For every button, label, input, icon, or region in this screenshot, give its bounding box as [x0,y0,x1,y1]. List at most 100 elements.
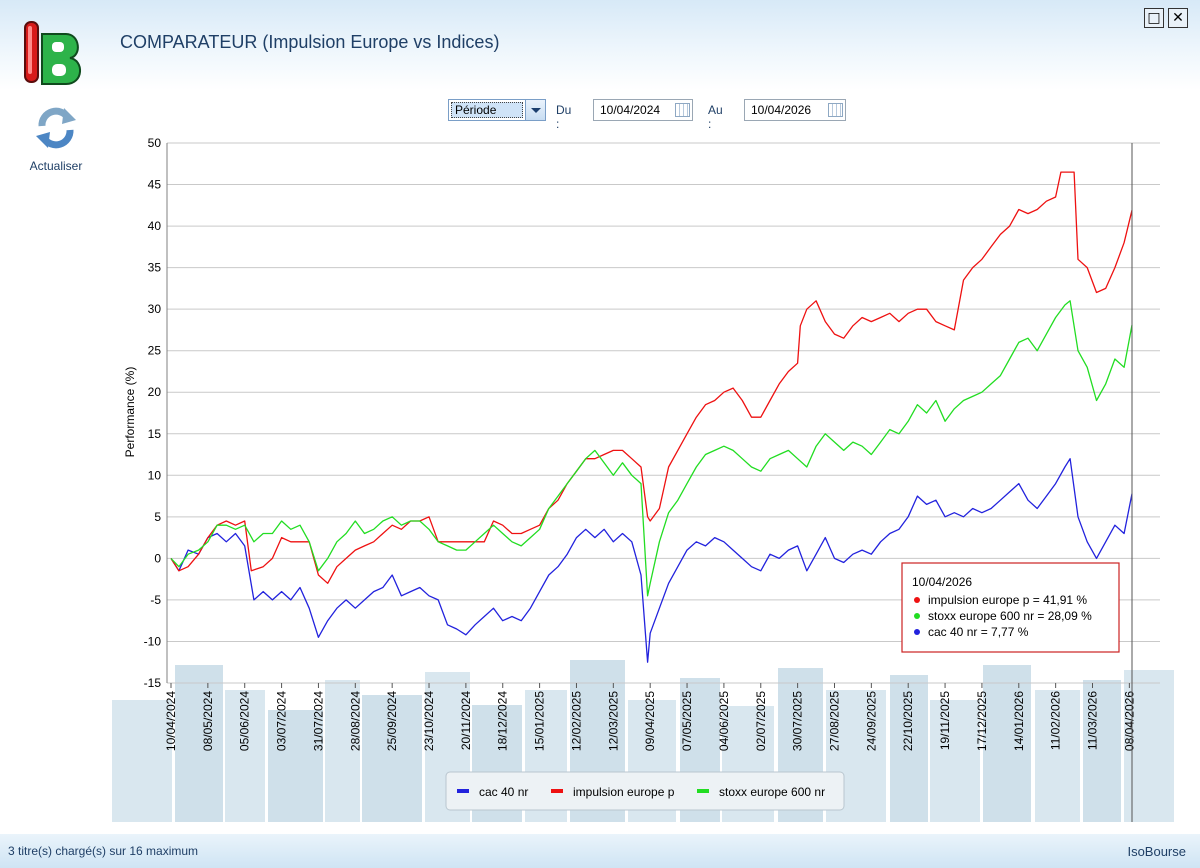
x-tick-label: 11/02/2026 [1049,691,1063,750]
from-date-field[interactable]: 10/04/2024 [593,99,693,121]
chart-grid [166,142,1160,684]
x-tick-label: 08/04/2026 [1122,691,1136,751]
calendar-icon[interactable] [828,103,843,117]
y-axis-ticks: -15 -10 -5 0 5 10 15 20 25 30 35 40 45 50 [144,136,162,690]
x-tick-label: 27/08/2025 [827,691,841,751]
y-tick-label: 25 [148,344,162,358]
to-date-field[interactable]: 10/04/2026 [744,99,846,121]
title-bar [0,0,1200,90]
y-axis-label: Performance (%) [123,367,137,458]
x-tick-label: 10/04/2024 [164,691,178,751]
x-tick-label: 12/02/2025 [569,691,583,751]
tooltip-marker [914,613,920,619]
tooltip-marker [914,629,920,635]
status-bar [0,834,1200,868]
skyline-building [930,700,980,822]
x-tick-label: 14/01/2026 [1012,691,1026,751]
x-tick-label: 07/05/2025 [680,691,694,751]
chevron-down-icon[interactable] [525,100,545,120]
y-tick-label: 20 [148,385,162,399]
skyline-building [225,690,265,822]
skyline-building [1035,690,1080,822]
tooltip-line: cac 40 nr = 7,77 % [928,625,1029,639]
x-tick-label: 03/07/2024 [275,691,289,751]
skyline-building [268,710,323,822]
x-tick-label: 18/12/2024 [496,691,510,751]
y-tick-label: 0 [154,551,161,565]
y-tick-label: 15 [148,427,162,441]
skyline-building [1083,680,1121,822]
chart-series [170,171,1133,663]
refresh-button[interactable]: Actualiser [28,104,84,184]
tooltip-line: stoxx europe 600 nr = 28,09 % [928,609,1092,623]
x-tick-label: 11/03/2026 [1086,691,1100,750]
legend-swatch [697,789,709,793]
tooltip-box [901,562,1120,653]
x-tick-label: 02/07/2025 [754,691,768,751]
x-tick-label: 08/05/2024 [201,691,215,751]
x-tick-label: 19/11/2025 [938,691,952,750]
x-tick-label: 05/06/2024 [238,691,252,751]
y-tick-label: 50 [148,136,162,150]
period-select[interactable]: Période [448,99,546,121]
skyline-building [175,665,223,822]
restore-icon: □ [1147,10,1161,26]
to-label: Au : [708,103,723,131]
skyline-building [112,700,172,822]
refresh-label: Actualiser [29,159,83,173]
x-tick-label: 30/07/2025 [791,691,805,751]
y-tick-label: 35 [148,261,162,275]
isobourse-logo [24,21,81,85]
x-tick-label: 25/09/2024 [385,691,399,751]
status-brand: IsoBourse [1127,844,1186,859]
y-tick-label: 5 [154,510,161,524]
tooltip-line: impulsion europe p = 41,91 % [928,593,1087,607]
x-tick-label: 12/03/2025 [606,691,620,751]
to-date-value: 10/04/2026 [751,103,812,117]
y-tick-label: 45 [148,178,162,192]
chart-legend: cac 40 nr impulsion europe p stoxx europe … [445,771,845,811]
x-tick-label: 17/12/2025 [975,691,989,751]
from-date-value: 10/04/2024 [600,103,661,117]
performance-chart: -15 -10 -5 0 5 10 15 20 25 30 35 40 45 50 10/04/2024 0… [112,136,1174,822]
series-line [170,458,1133,663]
x-axis-ticks: 10/04/2024 08/05/2024 05/06/2024 03/07/2024… [164,683,1136,751]
period-selected-value: Période [451,102,523,118]
y-tick-label: 40 [148,219,162,233]
y-tick-label: 30 [148,302,162,316]
series-line [170,171,1133,584]
x-tick-label: 20/11/2024 [459,691,473,750]
y-tick-label: -10 [144,634,162,648]
skyline-building [890,675,928,822]
status-message: 3 titre(s) chargé(s) sur 16 maximum [8,844,199,858]
x-tick-label: 24/09/2025 [864,691,878,751]
x-tick-label: 22/10/2025 [901,691,915,751]
legend-swatch [551,789,563,793]
refresh-icon [36,107,76,149]
restore-button[interactable]: □ [1144,8,1164,28]
tooltip-marker [914,597,920,603]
x-tick-label: 09/04/2025 [643,691,657,751]
tooltip-date: 10/04/2026 [912,575,972,589]
y-tick-label: -5 [150,593,161,607]
x-tick-label: 04/06/2025 [717,691,731,751]
y-tick-label: 10 [148,468,162,482]
x-tick-label: 15/01/2025 [533,691,547,751]
legend-swatch [457,789,469,793]
window-title: COMPARATEUR (Impulsion Europe vs Indices… [120,32,500,52]
calendar-icon[interactable] [675,103,690,117]
legend-box [445,771,845,811]
x-tick-label: 23/10/2024 [422,691,436,751]
series-line [170,300,1133,597]
legend-label: stoxx europe 600 nr [719,785,825,799]
value-tooltip: 10/04/2026 impulsion europe p = 41,91 % st… [901,562,1120,653]
x-tick-label: 28/08/2024 [348,691,362,751]
close-icon: ✕ [1172,10,1184,26]
y-tick-label: -15 [144,676,162,690]
legend-label: cac 40 nr [479,785,528,799]
skyline-building [362,695,422,822]
skyline-building [325,680,360,822]
x-tick-label: 31/07/2024 [311,691,325,751]
skyline-building [983,665,1031,822]
close-button[interactable]: ✕ [1168,8,1188,28]
